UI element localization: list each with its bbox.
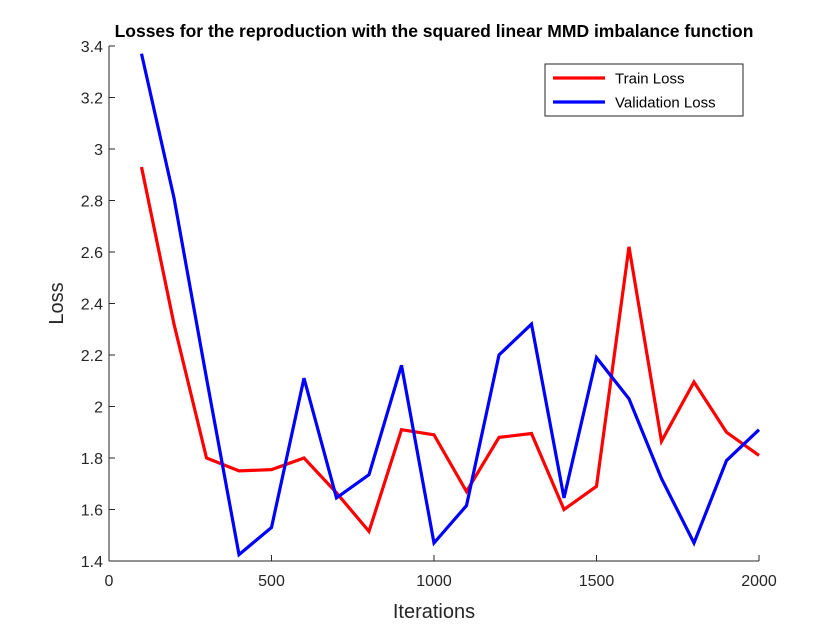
- series-group: [139, 53, 761, 558]
- chart-title: Losses for the reproduction with the squ…: [115, 21, 754, 41]
- x-tick-label: 500: [258, 573, 285, 590]
- y-ticks: 1.4 1.6 1.8 2 2.2 2.4 2.6 2.8 3 3.2 3.4: [81, 39, 115, 571]
- y-tick-label: 2.2: [81, 348, 103, 365]
- plot-area: 0 500 1000 1500 2000 1.4 1.6 1.8 2 2.2 2.4 2.6 2.8 3…: [81, 39, 777, 590]
- y-tick-label: 2.6: [81, 245, 103, 262]
- y-tick-label: 1.4: [81, 554, 103, 571]
- legend-box: [544, 63, 744, 117]
- train-loss-line: [139, 166, 760, 535]
- y-tick-label: 3: [94, 142, 103, 159]
- x-tick-label: 1000: [416, 573, 452, 590]
- y-tick-label: 2.4: [81, 297, 103, 314]
- y-axis-label: Loss: [46, 282, 68, 324]
- legend-label-validation: Validation Loss: [615, 95, 716, 112]
- x-tick-label: 2000: [741, 573, 777, 590]
- x-tick-label: 1500: [579, 573, 615, 590]
- y-tick-label: 3.2: [81, 91, 103, 108]
- y-tick-label: 3.4: [81, 39, 103, 56]
- y-tick-label: 1.8: [81, 451, 103, 468]
- x-axis-label: Iterations: [393, 601, 475, 623]
- y-tick-label: 2.8: [81, 194, 103, 211]
- validation-loss-line: [139, 53, 761, 558]
- y-tick-label: 2: [94, 400, 103, 417]
- x-ticks: 0 500 1000 1500 2000: [105, 555, 777, 590]
- legend-label-train: Train Loss: [615, 71, 684, 88]
- y-tick-label: 1.6: [81, 503, 103, 520]
- legend: Train Loss Validation Loss: [544, 63, 744, 117]
- x-tick-label: 0: [105, 573, 114, 590]
